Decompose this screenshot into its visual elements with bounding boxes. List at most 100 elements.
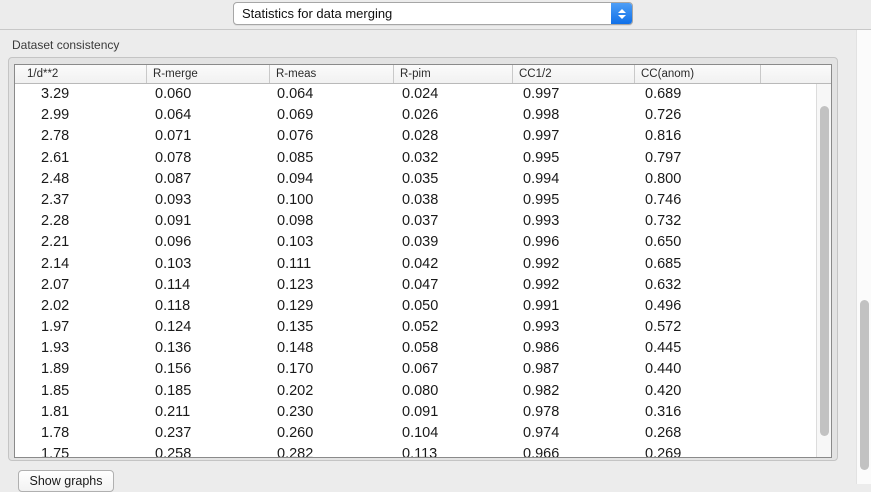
column-header[interactable]: CC1/2: [512, 65, 634, 83]
chevron-up-glyph: [617, 8, 626, 13]
table-cell: 0.632: [645, 276, 682, 293]
table-cell: 0.440: [645, 361, 682, 378]
table-scrollbar-thumb[interactable]: [820, 106, 829, 436]
table-cell: 0.445: [645, 340, 682, 357]
table-cell: 0.237: [155, 425, 192, 441]
table-cell: 0.992: [523, 276, 560, 293]
table-row[interactable]: 2.07 0.114 0.123 0.047 0.992 0.632: [15, 275, 831, 296]
table-cell: 0.064: [277, 86, 314, 102]
group-title: Dataset consistency: [12, 38, 120, 52]
table-row[interactable]: 3.29 0.060 0.064 0.024 0.997 0.689: [15, 84, 831, 105]
table-cell: 0.103: [277, 234, 314, 251]
table-row[interactable]: 2.02 0.118 0.129 0.050 0.991 0.496: [15, 296, 831, 317]
table-cell: 0.103: [155, 255, 192, 272]
table-cell: 1.85: [41, 382, 70, 399]
table-cell: 0.069: [277, 107, 314, 124]
table-cell: 0.185: [155, 382, 192, 399]
table-cell: 0.496: [645, 297, 682, 314]
table-cell: 1.93: [41, 340, 70, 357]
table-cell: 0.260: [277, 425, 314, 441]
table-row[interactable]: 1.81 0.211 0.230 0.091 0.978 0.316: [15, 402, 831, 423]
column-header[interactable]: R-merge: [146, 65, 269, 83]
table-cell: 0.038: [402, 191, 439, 208]
table-cell: 1.89: [41, 361, 70, 378]
table-row[interactable]: 2.48 0.087 0.094 0.035 0.994 0.800: [15, 169, 831, 190]
table-cell: 2.02: [41, 297, 70, 314]
table-cell: 0.170: [277, 361, 314, 378]
window-vertical-scrollbar[interactable]: [856, 30, 871, 484]
table-cell: 1.75: [41, 446, 70, 457]
table-cell: 1.97: [41, 319, 70, 336]
show-graphs-button[interactable]: Show graphs: [18, 470, 114, 492]
table-row[interactable]: 1.75 0.258 0.282 0.113 0.966 0.269: [15, 444, 831, 457]
table-cell: 0.098: [277, 213, 314, 230]
table-cell: 2.14: [41, 255, 70, 272]
table-row[interactable]: 1.97 0.124 0.135 0.052 0.993 0.572: [15, 317, 831, 338]
table-cell: 0.071: [155, 128, 192, 145]
table-cell: 0.966: [523, 446, 560, 457]
table-cell: 0.732: [645, 213, 682, 230]
table-cell: 0.726: [645, 107, 682, 124]
column-header[interactable]: R-pim: [393, 65, 512, 83]
statistics-view-selector[interactable]: Statistics for data merging: [233, 2, 633, 25]
table-cell: 2.37: [41, 191, 70, 208]
table-cell: 0.797: [645, 149, 682, 166]
table-cell: 3.29: [41, 86, 70, 102]
table-body: 3.29 0.060 0.064 0.024 0.997 0.689 2.99 0.064 0.…: [15, 84, 831, 457]
table-cell: 0.129: [277, 297, 314, 314]
table-cell: 0.998: [523, 107, 560, 124]
table-cell: 0.136: [155, 340, 192, 357]
table-cell: 0.997: [523, 128, 560, 145]
table-cell: 0.080: [402, 382, 439, 399]
table-cell: 0.978: [523, 403, 560, 420]
column-header[interactable]: 1/d**2: [27, 68, 59, 80]
table-header-row: 1/d**2 R-merge R-meas R-pim CC1/2 CC(anom): [15, 65, 831, 84]
table-cell: 0.258: [155, 446, 192, 457]
table-row[interactable]: 1.85 0.185 0.202 0.080 0.982 0.420: [15, 381, 831, 402]
table-vertical-scrollbar[interactable]: [816, 84, 831, 457]
table-cell: 0.993: [523, 213, 560, 230]
table-cell: 0.994: [523, 170, 560, 187]
column-header[interactable]: R-meas: [269, 65, 393, 83]
table-cell: 0.992: [523, 255, 560, 272]
table-row[interactable]: 2.28 0.091 0.098 0.037 0.993 0.732: [15, 211, 831, 232]
column-header[interactable]: CC(anom): [634, 65, 760, 83]
table-row[interactable]: 2.14 0.103 0.111 0.042 0.992 0.685: [15, 254, 831, 275]
table-cell: 0.995: [523, 149, 560, 166]
table-cell: 0.689: [645, 86, 682, 102]
table-cell: 2.99: [41, 107, 70, 124]
table-cell: 0.091: [155, 213, 192, 230]
statistics-table: 1/d**2 R-merge R-meas R-pim CC1/2 CC(anom) 3.…: [14, 64, 832, 458]
table-cell: 0.993: [523, 319, 560, 336]
table-cell: 0.800: [645, 170, 682, 187]
table-row[interactable]: 2.61 0.078 0.085 0.032 0.995 0.797: [15, 148, 831, 169]
table-row[interactable]: 2.99 0.064 0.069 0.026 0.998 0.726: [15, 105, 831, 126]
table-row[interactable]: 2.21 0.096 0.103 0.039 0.996 0.650: [15, 232, 831, 253]
table-row[interactable]: 1.89 0.156 0.170 0.067 0.987 0.440: [15, 359, 831, 380]
table-cell: 2.78: [41, 128, 70, 145]
table-cell: 0.024: [402, 86, 439, 102]
table-cell: 0.269: [645, 446, 682, 457]
table-row[interactable]: 2.78 0.071 0.076 0.028 0.997 0.816: [15, 126, 831, 147]
table-cell: 0.052: [402, 319, 439, 336]
table-cell: 0.085: [277, 149, 314, 166]
table-cell: 0.058: [402, 340, 439, 357]
table-cell: 2.07: [41, 276, 70, 293]
table-cell: 0.100: [277, 191, 314, 208]
chevron-down-glyph: [617, 14, 626, 19]
table-cell: 0.202: [277, 382, 314, 399]
window-scrollbar-thumb[interactable]: [860, 300, 869, 470]
table-cell: 0.997: [523, 86, 560, 102]
table-cell: 0.996: [523, 234, 560, 251]
table-row[interactable]: 1.93 0.136 0.148 0.058 0.986 0.445: [15, 338, 831, 359]
table-cell: 0.064: [155, 107, 192, 124]
table-cell: 0.026: [402, 107, 439, 124]
table-row[interactable]: 1.78 0.237 0.260 0.104 0.974 0.268: [15, 423, 831, 444]
table-cell: 0.986: [523, 340, 560, 357]
table-cell: 0.268: [645, 425, 682, 441]
chevron-up-down-icon[interactable]: [611, 3, 632, 24]
table-row[interactable]: 2.37 0.093 0.100 0.038 0.995 0.746: [15, 190, 831, 211]
table-cell: 2.28: [41, 213, 70, 230]
column-header[interactable]: [760, 65, 818, 83]
